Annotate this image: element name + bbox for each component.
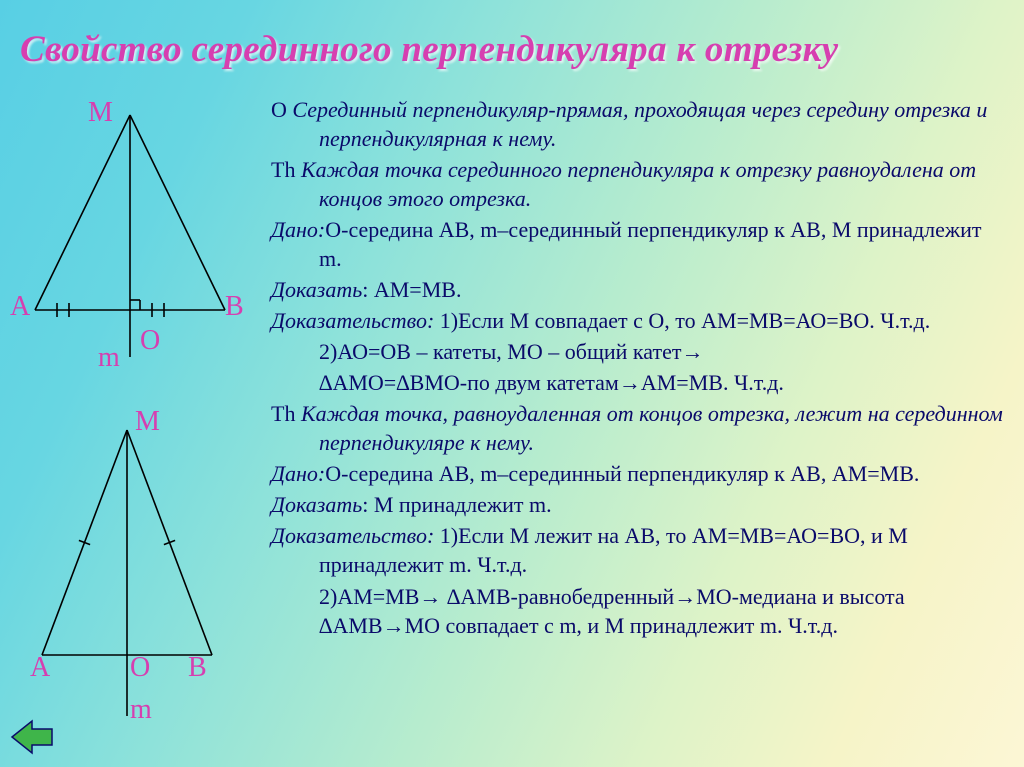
dano1-lead: Дано:: [271, 217, 325, 242]
prove2-body: : М принадлежит m.: [362, 492, 551, 517]
dano1-body: О-середина АВ, m–серединный перпендикуля…: [319, 217, 982, 271]
proof1-lead: Доказательство:: [271, 308, 434, 333]
definition: О Серединный перпендикуляр-прямая, прохо…: [245, 95, 1005, 153]
prove1-lead: Доказать: [271, 277, 362, 302]
d2-label-B: В: [188, 652, 207, 684]
prove-2: Доказать: М принадлежит m.: [245, 490, 1005, 519]
prove1-body: : АМ=МВ.: [362, 277, 461, 302]
theorem-text: О Серединный перпендикуляр-прямая, прохо…: [245, 95, 1005, 642]
back-arrow-icon: [10, 717, 54, 757]
proof-1-line3: ∆АМО=∆ВМО-по двум катетам→АМ=МВ. Ч.т.д.: [245, 368, 1005, 397]
theorem-2: Th Каждая точка, равноудаленная от концо…: [245, 399, 1005, 457]
proof2-lead: Доказательство:: [271, 523, 434, 548]
proof-2-line2: 2)АМ=МВ→ ∆АМВ-равнобедренный→МО-медиана …: [245, 582, 1005, 640]
page-title: Свойство серединного перпендикуляра к от…: [20, 28, 1004, 71]
diagram-2: М А В О m: [10, 400, 240, 720]
th1-lead: Th: [271, 157, 301, 182]
dano2-lead: Дано:: [271, 461, 325, 486]
diagram-1: М А В О m: [10, 95, 240, 375]
dano2-body: О-середина АВ, m–серединный перпендикуля…: [325, 461, 919, 486]
d1-label-m: m: [98, 342, 120, 374]
d2-label-O: О: [130, 652, 150, 684]
d1-label-M: М: [88, 97, 113, 129]
def-lead: О: [271, 97, 292, 122]
proof-2-line1: Доказательство: 1)Если М лежит на АВ, то…: [245, 521, 1005, 579]
d1-label-B: В: [225, 291, 244, 323]
d2-label-A: А: [30, 652, 50, 684]
d2-label-m: m: [130, 694, 152, 726]
th2-lead: Th: [271, 401, 301, 426]
prove2-lead: Доказать: [271, 492, 362, 517]
given-2: Дано:О-середина АВ, m–серединный перпенд…: [245, 459, 1005, 488]
proof1-1: 1)Если М совпадает с О, то АМ=МВ=АО=ВО. …: [434, 308, 930, 333]
diagram-1-svg: [10, 95, 240, 375]
back-button[interactable]: [10, 717, 54, 757]
th1-body: Каждая точка серединного перпендикуляра …: [301, 157, 976, 211]
th2-body: Каждая точка, равноудаленная от концов о…: [301, 401, 1003, 455]
proof-1-line2: 2)АО=ОВ – катеты, МО – общий катет→: [245, 337, 1005, 366]
d1-label-O: О: [140, 325, 160, 357]
theorem-1: Th Каждая точка серединного перпендикуля…: [245, 155, 1005, 213]
d2-label-M: М: [135, 406, 160, 438]
prove-1: Доказать: АМ=МВ.: [245, 275, 1005, 304]
def-body: Серединный перпендикуляр-прямая, проходя…: [292, 97, 987, 151]
d1-label-A: А: [10, 291, 30, 323]
given-1: Дано:О-середина АВ, m–серединный перпенд…: [245, 215, 1005, 273]
proof-1-line1: Доказательство: 1)Если М совпадает с О, …: [245, 306, 1005, 335]
